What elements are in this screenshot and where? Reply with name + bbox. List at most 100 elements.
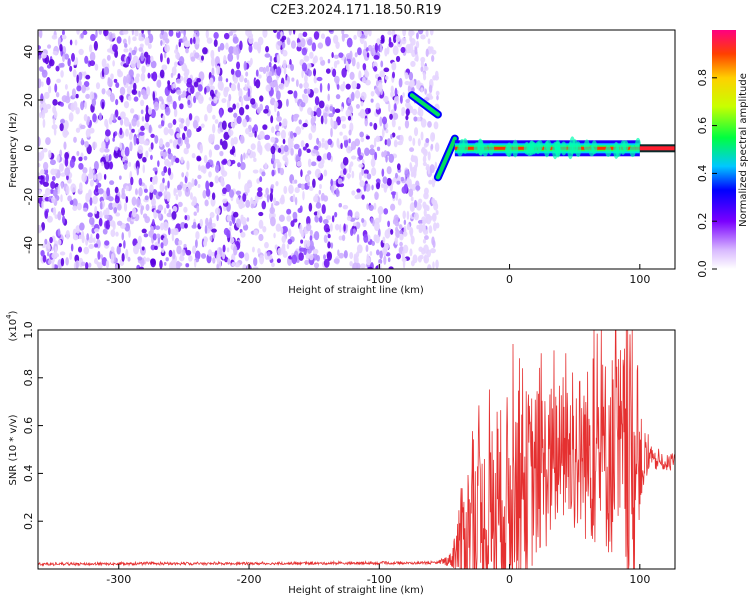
- noise-blob: [356, 233, 360, 243]
- noise-blob: [315, 202, 322, 209]
- noise-blob: [425, 163, 430, 171]
- noise-blob: [375, 102, 380, 110]
- noise-blob: [199, 218, 203, 228]
- noise-blob: [163, 52, 167, 59]
- noise-blob: [317, 162, 324, 169]
- noise-blob: [395, 55, 401, 62]
- noise-blob: [322, 219, 329, 225]
- noise-blob: [296, 160, 302, 167]
- noise-blob: [416, 32, 419, 40]
- noise-blob: [323, 254, 326, 260]
- noise-blob: [348, 129, 352, 136]
- noise-blob: [312, 178, 316, 188]
- noise-blob: [313, 75, 318, 84]
- noise-blob: [346, 37, 353, 48]
- snr-frame: [37, 329, 676, 570]
- noise-blob: [248, 44, 253, 53]
- noise-blob: [42, 254, 47, 263]
- noise-blob: [336, 84, 340, 90]
- noise-blob: [367, 257, 371, 262]
- noise-blob: [98, 217, 103, 227]
- noise-blob: [413, 199, 418, 208]
- noise-blob: [186, 129, 192, 138]
- noise-blob: [190, 56, 196, 62]
- noise-blob: [410, 183, 417, 191]
- noise-blob: [75, 260, 79, 269]
- noise-blob: [45, 173, 49, 183]
- noise-blob: [135, 242, 142, 250]
- noise-blob: [306, 240, 311, 247]
- noise-blob: [104, 161, 110, 170]
- noise-blob: [38, 175, 44, 180]
- noise-blob: [405, 115, 409, 121]
- noise-blob: [415, 40, 420, 49]
- noise-blob: [100, 254, 104, 260]
- noise-blob: [416, 82, 419, 90]
- noise-blob: [144, 188, 148, 193]
- noise-blob: [90, 168, 94, 175]
- noise-blob: [262, 30, 268, 38]
- noise-blob: [270, 202, 274, 213]
- noise-blob: [366, 203, 369, 210]
- noise-blob: [353, 34, 357, 40]
- noise-blob: [385, 122, 389, 129]
- noise-blob: [227, 258, 231, 265]
- x-tick-label: -300: [106, 573, 131, 586]
- noise-blob: [175, 157, 180, 164]
- noise-blob: [71, 88, 77, 98]
- noise-blob: [185, 142, 191, 149]
- noise-blob: [270, 184, 275, 189]
- noise-blob: [392, 45, 399, 56]
- noise-blob: [301, 93, 306, 99]
- noise-blob: [330, 242, 334, 249]
- noise-blob: [294, 179, 298, 184]
- noise-blob: [61, 34, 67, 40]
- noise-blob: [144, 195, 149, 201]
- noise-blob: [168, 249, 173, 258]
- colorbar-tick-label: 0.8: [696, 69, 709, 87]
- noise-blob: [40, 169, 45, 175]
- noise-blob: [49, 159, 56, 166]
- noise-blob: [409, 248, 413, 257]
- noise-blob: [351, 190, 356, 196]
- noise-blob: [150, 60, 157, 69]
- noise-blob: [175, 78, 182, 84]
- noise-blob: [53, 128, 57, 136]
- noise-blob: [142, 213, 148, 219]
- noise-blob: [382, 236, 386, 244]
- noise-blob: [210, 49, 215, 60]
- noise-blob: [44, 238, 48, 245]
- noise-blob: [166, 193, 171, 202]
- noise-blob: [398, 77, 403, 88]
- noise-blob: [265, 84, 271, 92]
- noise-blob: [259, 254, 265, 265]
- noise-blob: [97, 172, 103, 181]
- noise-blob: [167, 80, 171, 86]
- noise-blob: [358, 155, 364, 161]
- noise-blob: [55, 91, 60, 98]
- noise-blob: [279, 196, 285, 205]
- noise-blob: [420, 118, 427, 128]
- noise-blob: [231, 261, 236, 267]
- noise-blob: [150, 55, 154, 63]
- noise-blob: [275, 124, 280, 131]
- noise-blob: [379, 116, 383, 127]
- noise-blob: [319, 184, 322, 189]
- noise-blob: [358, 70, 362, 80]
- noise-blob: [291, 254, 298, 265]
- noise-blob: [410, 235, 415, 245]
- noise-blob: [425, 137, 430, 144]
- noise-blob: [38, 45, 42, 50]
- noise-blob: [410, 60, 416, 68]
- noise-blob: [193, 178, 198, 186]
- noise-blob: [60, 194, 63, 203]
- noise-blob: [144, 112, 150, 123]
- noise-blob: [192, 119, 198, 129]
- noise-blob: [103, 30, 109, 37]
- noise-blob: [206, 103, 213, 114]
- noise-blob: [404, 80, 410, 86]
- noise-blob: [214, 164, 220, 174]
- noise-blob: [110, 73, 114, 80]
- colorbar: 0.0 0.2 0.4 0.6 0.8 Normalized spectral ampl…: [696, 30, 749, 278]
- noise-blob: [89, 127, 95, 134]
